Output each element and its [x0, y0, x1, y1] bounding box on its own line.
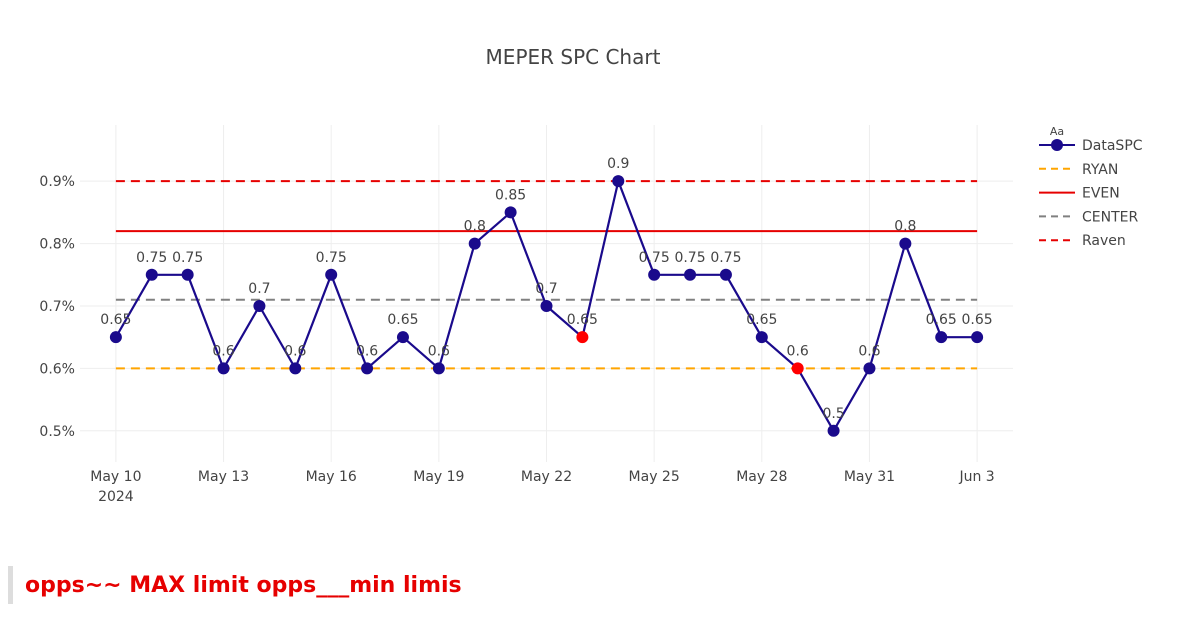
y-tick-label: 0.5%: [39, 424, 75, 440]
data-label: 0.75: [639, 250, 670, 266]
data-label: 0.5: [822, 406, 844, 422]
data-point: [289, 362, 302, 375]
data-label: 0.75: [710, 250, 741, 266]
reference-lines: [115, 180, 978, 370]
data-label: 0.75: [172, 250, 203, 266]
data-label: 0.6: [356, 343, 378, 359]
legend-label: DataSPC: [1082, 138, 1143, 154]
legend-item-even[interactable]: EVEN: [1039, 186, 1120, 202]
data-label: 0.65: [387, 312, 418, 328]
legend-item-dataspc[interactable]: DataSPC: [1039, 138, 1143, 154]
legend-item-center[interactable]: CENTER: [1039, 209, 1138, 225]
y-tick-label: 0.6%: [39, 361, 75, 377]
data-label: 0.6: [787, 343, 809, 359]
y-tick-label: 0.8%: [39, 237, 75, 253]
legend-item-ryan[interactable]: RYAN: [1039, 162, 1118, 178]
data-label: 0.7: [535, 281, 557, 297]
legend-item-raven[interactable]: Raven: [1039, 233, 1126, 249]
x-tick-label: May 16: [306, 469, 357, 485]
data-point: [109, 331, 122, 344]
data-point: [863, 362, 876, 375]
data-point: [827, 424, 840, 437]
data-label: 0.75: [136, 250, 167, 266]
data-point: [755, 331, 768, 344]
legend-label: Raven: [1082, 233, 1126, 249]
legend-label: EVEN: [1082, 186, 1120, 202]
data-label: 0.65: [746, 312, 777, 328]
data-label: 0.65: [962, 312, 993, 328]
chart-title: MEPER SPC Chart: [486, 45, 661, 69]
legend-marker: [1051, 139, 1063, 151]
x-tick-sublabel: 2024: [98, 489, 134, 505]
data-point: [648, 268, 661, 281]
data-point: [612, 175, 625, 188]
data-point: [325, 268, 338, 281]
data-label: 0.6: [284, 343, 306, 359]
x-tick-label: May 25: [629, 469, 680, 485]
data-label: 0.6: [212, 343, 234, 359]
data-label: 0.7: [248, 281, 270, 297]
x-tick-label: May 28: [736, 469, 787, 485]
data-label: 0.85: [495, 187, 526, 203]
data-point: [432, 362, 445, 375]
data-point: [217, 362, 230, 375]
data-label: 0.75: [674, 250, 705, 266]
data-label: 0.6: [858, 343, 880, 359]
data-point: [361, 362, 374, 375]
x-tick-label: May 10: [90, 469, 141, 485]
data-label: 0.8: [464, 219, 486, 235]
x-tick-label: Jun 3: [958, 469, 994, 485]
data-point: [719, 268, 732, 281]
data-point: [791, 362, 804, 375]
x-tick-label: May 22: [521, 469, 572, 485]
y-axis: 0.5% 0.6% 0.7% 0.8% 0.9%: [39, 174, 75, 440]
data-label: 0.65: [567, 312, 598, 328]
data-label: 0.6: [428, 343, 450, 359]
data-point: [145, 268, 158, 281]
limit-note: opps~~ MAX limit opps___min limis: [8, 566, 462, 604]
data-point: [899, 237, 912, 250]
data-point: [935, 331, 948, 344]
y-tick-label: 0.7%: [39, 299, 75, 315]
data-label: 0.65: [926, 312, 957, 328]
x-tick-label: May 19: [413, 469, 464, 485]
data-point: [576, 331, 589, 344]
data-label: 0.8: [894, 219, 916, 235]
data-point: [540, 299, 553, 312]
data-point: [181, 268, 194, 281]
data-label: 0.9: [607, 156, 629, 172]
data-label: 0.65: [100, 312, 131, 328]
data-point: [396, 331, 409, 344]
data-point: [504, 206, 517, 219]
legend[interactable]: Aa DataSPC RYAN EVEN CENTER Raven: [1039, 125, 1143, 249]
data-label: 0.75: [316, 250, 347, 266]
data-series: 0.650.75 0.750.60.70.60.750.60.650.60.80.…: [100, 156, 993, 437]
y-tick-label: 0.9%: [39, 174, 75, 190]
legend-hint: Aa: [1050, 125, 1064, 138]
legend-label: RYAN: [1082, 162, 1118, 178]
data-point: [253, 299, 266, 312]
x-tick-label: May 31: [844, 469, 895, 485]
data-point: [468, 237, 481, 250]
data-point: [971, 331, 984, 344]
x-tick-label: May 13: [198, 469, 249, 485]
data-point: [684, 268, 697, 281]
legend-label: CENTER: [1082, 209, 1138, 225]
x-axis: May 10 2024 May 13 May 16 May 19 May 22 May 25…: [90, 469, 994, 505]
